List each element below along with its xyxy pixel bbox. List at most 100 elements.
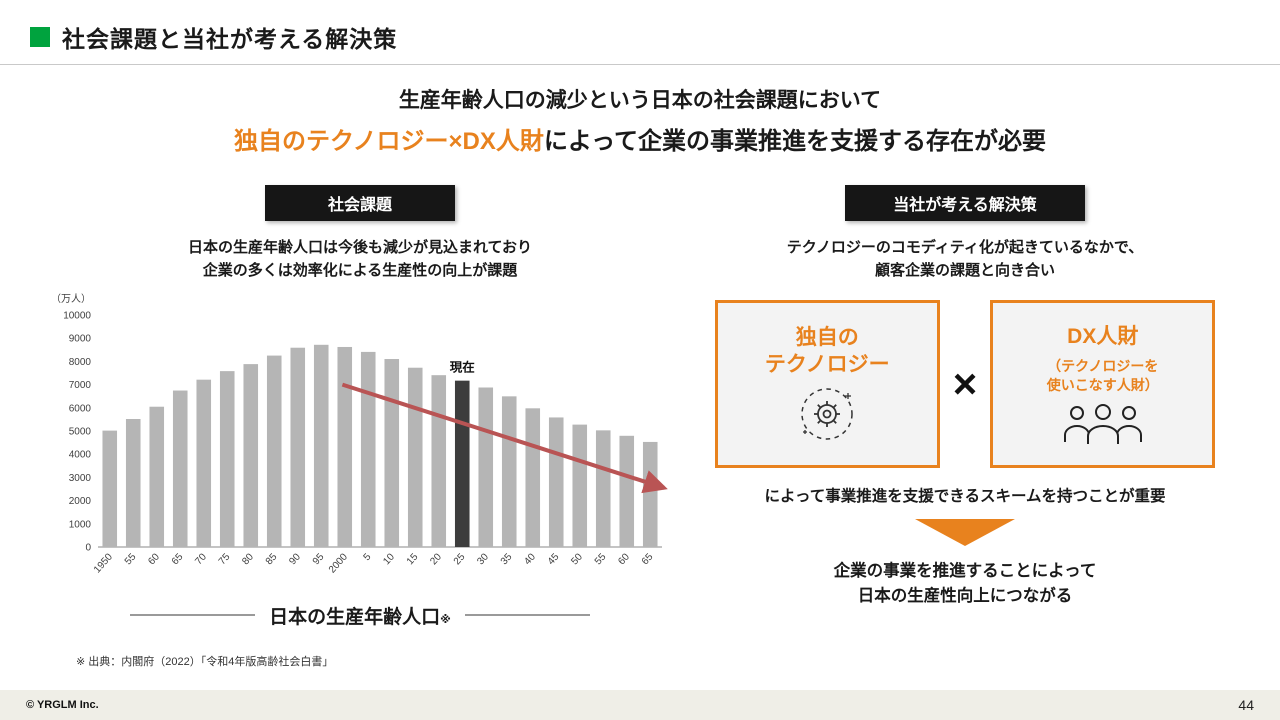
x-tick-label: 50: [569, 551, 585, 567]
dx-talent-sub-line1: （テクノロジーを: [1047, 358, 1159, 375]
x-tick-label: 35: [499, 551, 515, 567]
title-accent-square: [30, 27, 50, 47]
page-title: 社会課題と当社が考える解決策: [62, 26, 398, 52]
chart-caption-label: 日本の生産年齢人口: [269, 606, 441, 628]
x-tick-label: 70: [193, 551, 209, 567]
bar: [548, 416, 564, 547]
solution-desc-line1: テクノロジーのコモディティ化が起きているなかで、: [786, 239, 1144, 256]
bar: [431, 374, 447, 547]
slide-footer: © YRGLM Inc. 44: [0, 690, 1280, 720]
x-tick-label: 20: [428, 551, 444, 567]
bar: [125, 418, 141, 547]
x-tick-label: 95: [311, 551, 327, 567]
result-line1: 企業の事業を推進することによって: [833, 561, 1097, 580]
scheme-text: によって事業推進を支援できるスキームを持つことが重要: [764, 487, 1166, 505]
result-line2: 日本の生産性向上につながる: [857, 587, 1073, 606]
bar: [501, 395, 517, 547]
dx-talent-box-sub: （テクノロジーを 使いこなす人財）: [1047, 357, 1159, 395]
x-tick-label: 30: [475, 551, 491, 567]
bar: [172, 390, 188, 547]
dx-talent-box-title: DX人財: [1067, 324, 1139, 348]
technology-box-line1: 独自の: [795, 325, 859, 349]
chart-caption-note: ※: [440, 613, 451, 626]
bar: [407, 367, 423, 547]
bar: [642, 441, 658, 547]
y-tick-label: 3000: [69, 472, 92, 483]
x-tick-label: 25: [452, 551, 468, 567]
header-divider: [0, 64, 1280, 65]
solution-desc: テクノロジーのコモディティ化が起きているなかで、 顧客企業の課題と向き合い: [690, 236, 1240, 283]
y-tick-label: 8000: [69, 356, 92, 367]
y-tick-label: 7000: [69, 380, 92, 391]
chart-caption-text: 日本の生産年齢人口※: [269, 602, 451, 629]
bar: [149, 406, 165, 547]
y-tick-label: 5000: [69, 426, 92, 437]
solution-boxes: 独自の テクノロジー: [690, 299, 1240, 468]
x-tick-label: 90: [287, 551, 303, 567]
y-tick-label: 0: [85, 542, 91, 553]
bar: [595, 429, 611, 547]
bar: [196, 379, 212, 547]
x-tick-label: 55: [123, 551, 139, 567]
bar: [619, 435, 635, 547]
y-tick-label: 2000: [69, 496, 92, 507]
bar: [337, 346, 353, 547]
x-tick-label: 10: [381, 551, 397, 567]
x-tick-label: 15: [405, 551, 421, 567]
current-label: 現在: [450, 359, 475, 374]
headline-highlight: 独自のテクノロジー×DX人財: [233, 128, 544, 155]
social-issue-column: 社会課題 日本の生産年齢人口は今後も減少が見込まれており 企業の多くは効率化によ…: [40, 185, 680, 669]
down-arrow: [915, 518, 1015, 546]
bar: [360, 351, 376, 547]
x-tick-label: 65: [170, 551, 186, 567]
x-tick-label: 80: [240, 551, 256, 567]
solution-column: 当社が考える解決策 テクノロジーのコモディティ化が起きているなかで、 顧客企業の…: [690, 185, 1240, 610]
population-bar-chart: 0 1000 2000 3000 4000 5000 6000 7000 8000 9000 100…: [51, 293, 668, 575]
caption-line-right: [464, 614, 590, 616]
slide-header: 社会課題と当社が考える解決策: [30, 20, 397, 54]
bar: [384, 358, 400, 547]
bar: [313, 344, 329, 547]
y-tick-label: 1000: [69, 519, 92, 530]
technology-box: 独自の テクノロジー: [714, 299, 940, 468]
headline-line2-rest: によって企業の事業推進を支援する存在が必要: [543, 128, 1046, 155]
x-tick-label: 55: [593, 551, 609, 567]
technology-box-title: 独自の テクノロジー: [765, 324, 890, 379]
result-text: 企業の事業を推進することによって 日本の生産性向上につながる: [690, 559, 1240, 610]
social-issue-desc: 日本の生産年齢人口は今後も減少が見込まれており 企業の多くは効率化による生産性の…: [40, 236, 680, 283]
x-tick-label: 85: [264, 551, 280, 567]
x-tick-label: 1950: [92, 551, 115, 575]
source-footnote: ※ 出典：内閣府（2022）「令和4年版高齢社会白書」: [76, 655, 334, 668]
x-tick-label: 60: [616, 551, 632, 567]
bar: [525, 407, 541, 547]
x-tick-label: 5: [362, 551, 374, 563]
social-issue-badge: 社会課題: [265, 185, 455, 221]
headline-line1: 生産年齢人口の減少という日本の社会課題において: [398, 89, 882, 112]
bar: [266, 355, 282, 547]
copyright: © YRGLM Inc.: [26, 699, 99, 711]
dx-talent-sub-line2: 使いこなす人財）: [1046, 377, 1159, 394]
headline-line2: 独自のテクノロジー×DX人財によって企業の事業推進を支援する存在が必要: [0, 121, 1280, 156]
trend-arrow: [341, 382, 668, 493]
chart-caption: 日本の生産年齢人口※: [40, 602, 680, 629]
solution-desc-line2: 顧客企業の課題と向き合い: [874, 262, 1055, 280]
social-issue-desc-line1: 日本の生産年齢人口は今後も減少が見込まれており: [187, 239, 533, 256]
gear-icon: [801, 388, 853, 441]
x-tick-label: 60: [146, 551, 162, 567]
y-tick-label: 6000: [69, 403, 92, 414]
y-tick-label: 4000: [69, 449, 92, 460]
people-icon: [1063, 404, 1142, 445]
x-tick-label: 40: [522, 551, 538, 567]
multiply-sign: ×: [952, 359, 978, 407]
bar: [102, 430, 118, 547]
solution-badge: 当社が考える解決策: [845, 185, 1085, 221]
page-number: 44: [1238, 697, 1254, 713]
x-tick-label: 45: [546, 551, 562, 567]
x-tick-label: 75: [217, 551, 233, 567]
dx-talent-box: DX人財 （テクノロジーを 使いこなす人財）: [990, 299, 1216, 468]
bar: [478, 387, 494, 547]
headline: 生産年齢人口の減少という日本の社会課題において 独自のテクノロジー×DX人財によ…: [0, 84, 1280, 156]
y-axis-unit: （万人）: [51, 293, 91, 305]
bar: [572, 424, 588, 547]
population-chart: 0 1000 2000 3000 4000 5000 6000 7000 8000 9000 100…: [40, 285, 680, 602]
